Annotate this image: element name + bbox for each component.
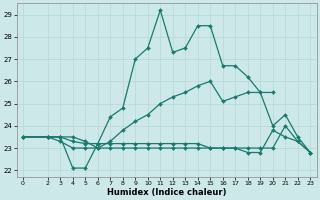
X-axis label: Humidex (Indice chaleur): Humidex (Indice chaleur) xyxy=(107,188,226,197)
